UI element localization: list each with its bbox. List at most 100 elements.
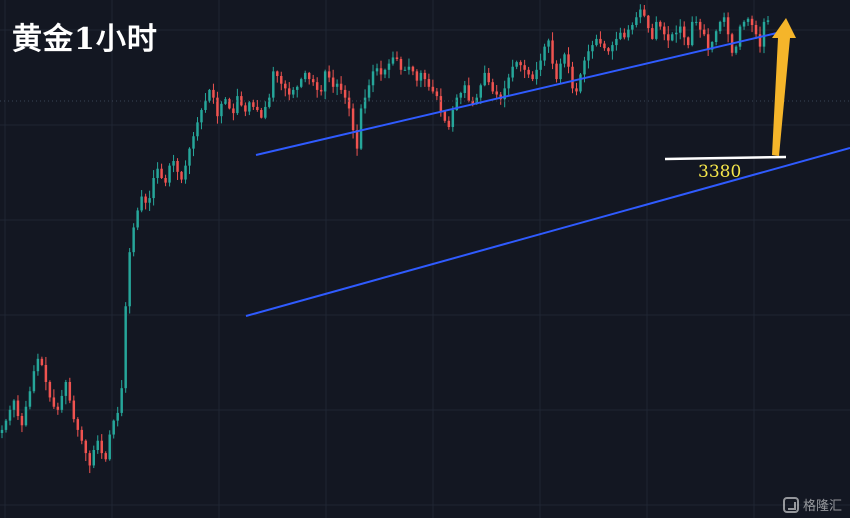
candle-down	[750, 18, 754, 25]
candle-up	[60, 395, 64, 410]
candle-down	[471, 100, 475, 104]
candle-up	[192, 136, 195, 149]
candle-up	[403, 69, 407, 71]
candle-down	[399, 59, 403, 70]
candle-down	[491, 82, 494, 92]
candle-up	[28, 391, 32, 407]
candle-up	[168, 165, 171, 183]
candle-down	[659, 21, 662, 27]
candle-down	[706, 34, 710, 50]
candle-up	[236, 96, 239, 114]
candle-down	[104, 453, 107, 460]
candle-down	[567, 54, 570, 67]
candle-up	[407, 66, 411, 70]
candle-up	[204, 100, 207, 110]
candle-down	[435, 91, 439, 97]
candle-up	[671, 34, 674, 41]
candle-down	[48, 382, 52, 398]
chart-title: 黄金1小时	[12, 22, 158, 57]
candle-down	[487, 72, 490, 83]
candle-down	[76, 419, 80, 430]
candle-up	[507, 77, 510, 89]
candle-down	[20, 416, 24, 426]
candle-up	[619, 32, 622, 39]
candle-up	[264, 106, 267, 118]
candle-up	[391, 57, 395, 64]
channel-lower-line	[245, 147, 850, 317]
candle-down	[623, 32, 626, 38]
candle-up	[579, 74, 582, 92]
candle-up	[710, 42, 714, 50]
candle-up	[595, 38, 598, 46]
candle-up	[563, 54, 566, 64]
candle-down	[531, 74, 534, 80]
candle-down	[758, 34, 762, 47]
candle-down	[260, 110, 263, 118]
candle-down	[72, 400, 76, 420]
candle-up	[583, 60, 586, 75]
candle-down	[212, 89, 215, 98]
candle-down	[164, 178, 167, 183]
candle-up	[463, 85, 467, 93]
candle-down	[427, 79, 431, 87]
candle-up	[292, 89, 295, 95]
candle-down	[726, 17, 730, 35]
candle-down	[603, 43, 606, 49]
candle-up	[655, 21, 658, 39]
candle-up	[694, 21, 698, 23]
candle-down	[40, 358, 44, 365]
upward-arrow-icon	[772, 18, 796, 156]
candle-down	[519, 62, 522, 66]
candle-down	[355, 130, 359, 149]
candle-up	[196, 122, 199, 137]
candle-down	[423, 72, 427, 80]
candle-up	[511, 66, 514, 78]
candle-down	[252, 102, 255, 107]
candle-down	[228, 99, 231, 109]
candle-up	[8, 409, 12, 421]
candle-down	[647, 15, 650, 29]
candle-up	[479, 85, 482, 98]
candle-up	[543, 46, 546, 61]
candle-up	[4, 420, 8, 430]
candle-down	[284, 83, 287, 89]
candle-up	[587, 51, 590, 61]
candle-down	[232, 108, 235, 114]
candle-down	[88, 453, 92, 466]
candle-up	[224, 99, 227, 104]
candle-down	[607, 48, 610, 52]
candle-up	[0, 429, 4, 433]
support-line-3380	[664, 155, 787, 161]
candle-up	[762, 21, 766, 47]
candle-down	[307, 72, 311, 80]
candle-down	[84, 440, 88, 454]
candle-down	[240, 96, 243, 106]
candle-up	[323, 71, 327, 92]
candle-up	[539, 60, 542, 70]
candle-down	[555, 63, 558, 80]
candle-down	[495, 91, 498, 95]
candle-up	[631, 25, 634, 30]
candle-up	[200, 110, 203, 123]
candle-up	[132, 227, 135, 253]
candle-up	[559, 63, 562, 80]
candle-up	[92, 450, 95, 466]
candle-up	[108, 434, 111, 460]
candle-down	[56, 406, 60, 410]
candle-down	[68, 382, 72, 401]
candle-up	[722, 17, 726, 22]
candle-up	[184, 165, 187, 180]
candle-up	[547, 40, 550, 47]
candle-up	[24, 406, 28, 426]
candle-down	[319, 89, 323, 92]
candle-down	[571, 66, 574, 89]
candle-down	[256, 106, 259, 110]
candle-up	[483, 72, 486, 86]
candle-up	[12, 400, 16, 410]
candle-down	[80, 429, 84, 441]
candle-down	[686, 37, 690, 46]
candle-up	[32, 371, 36, 392]
channel-upper-line	[255, 32, 778, 156]
